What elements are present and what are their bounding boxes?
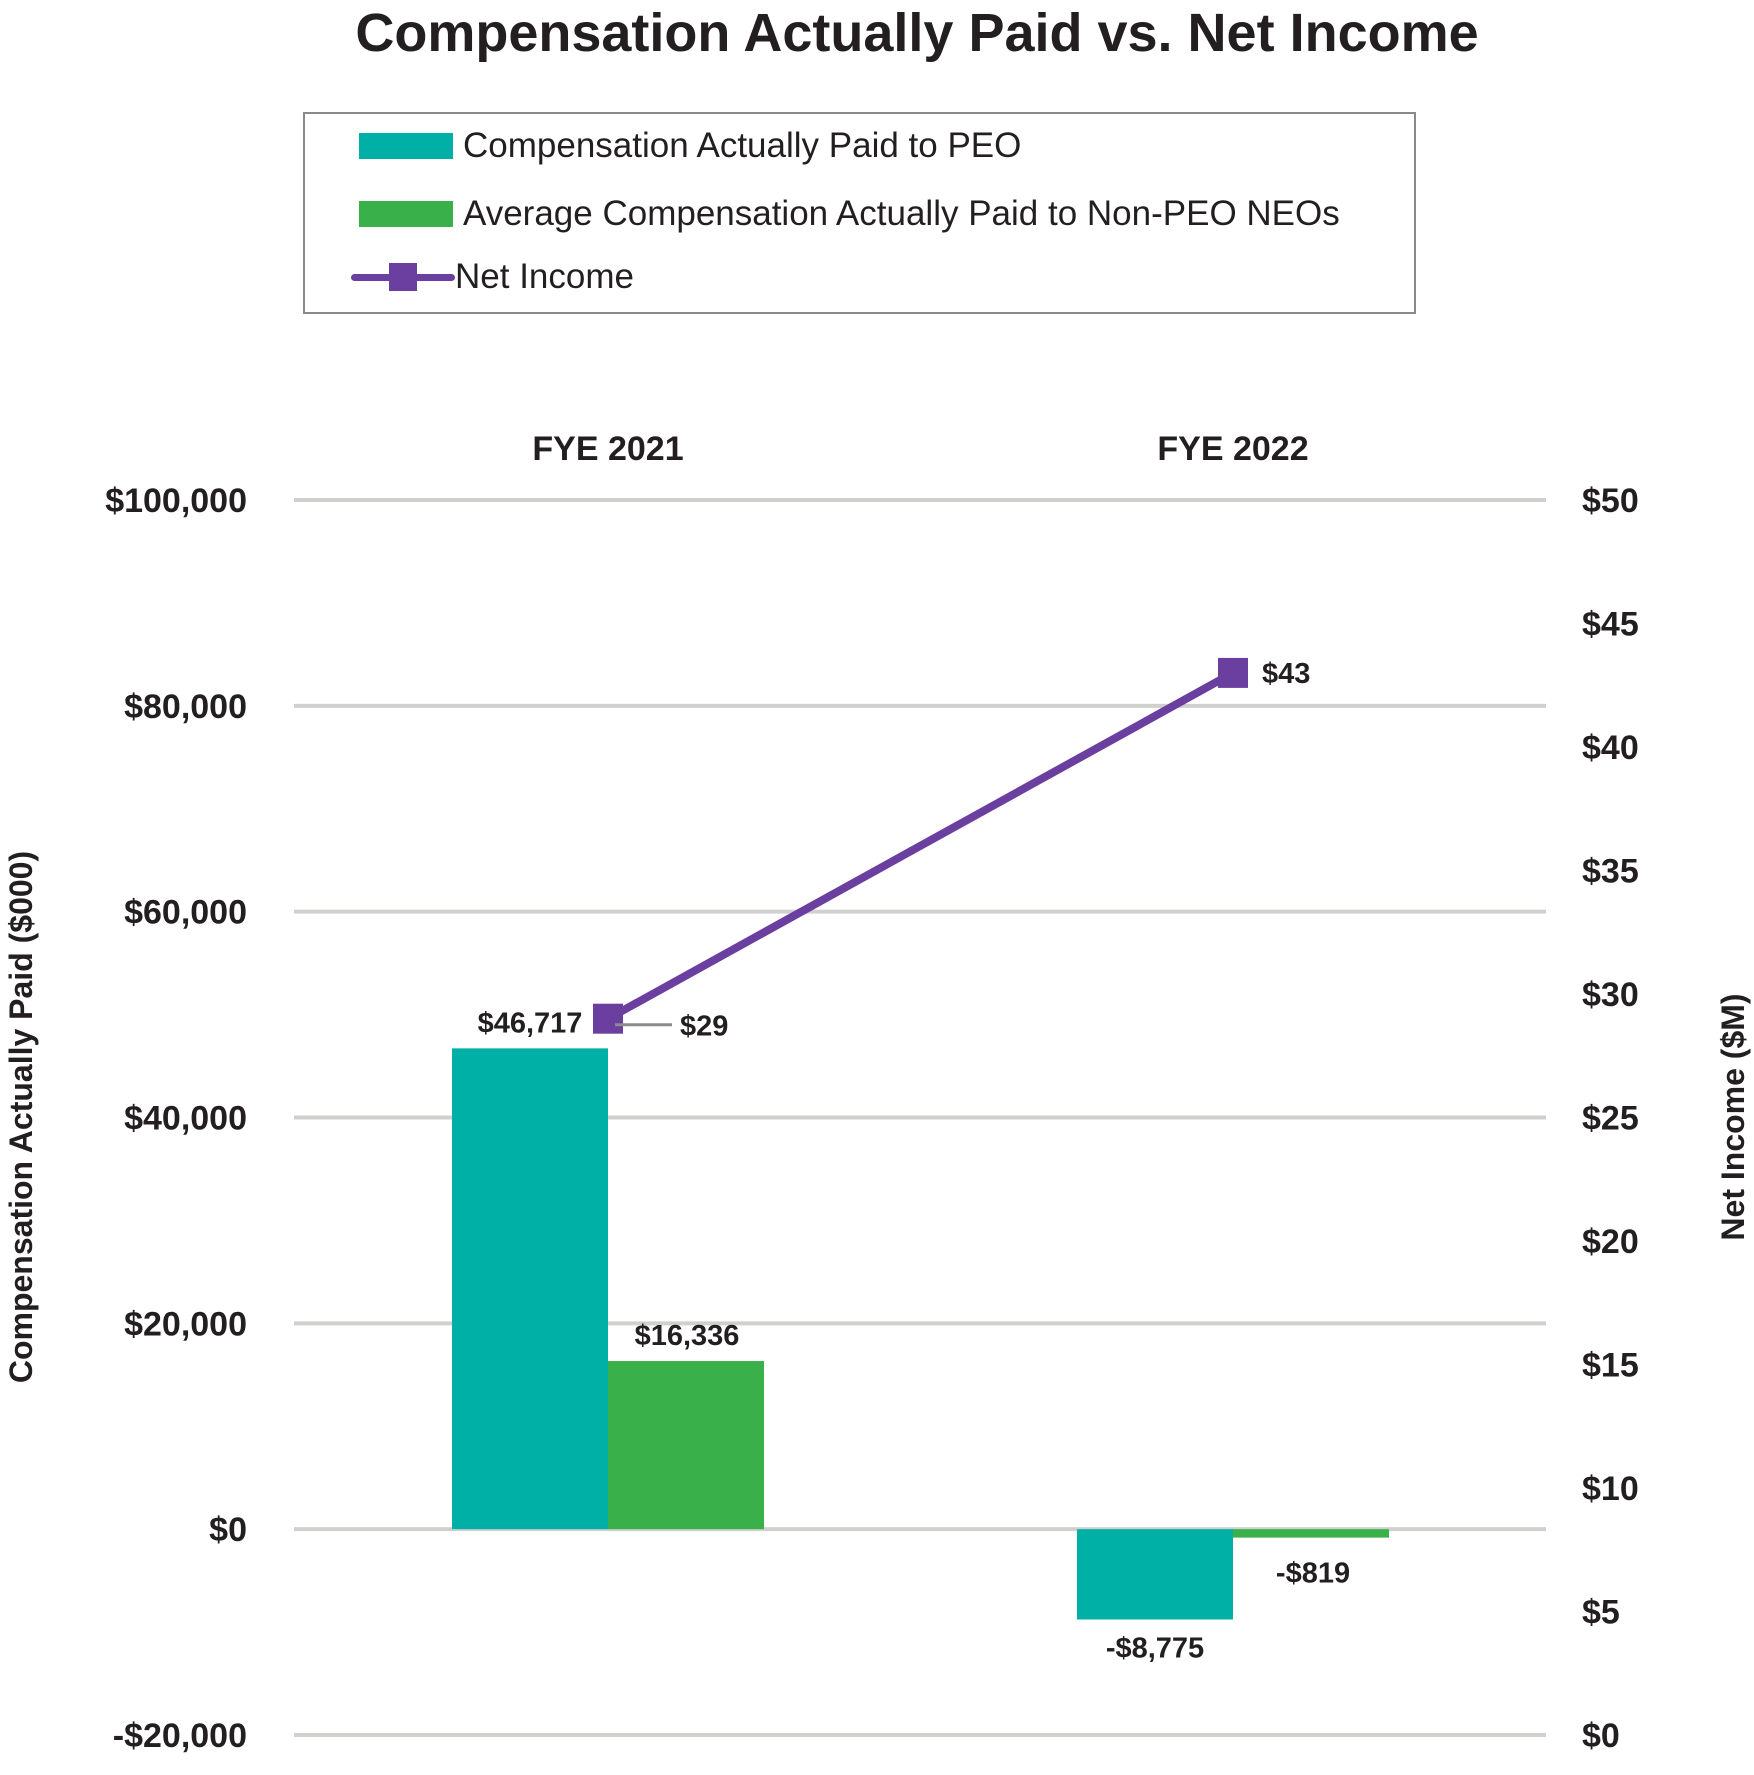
legend-swatch-peo: [359, 133, 453, 159]
legend-label-net-income: Net Income: [455, 257, 634, 296]
data-label: -$819: [1276, 1558, 1350, 1590]
y-tick-right: $35: [1582, 853, 1639, 891]
y-tick-right: $40: [1582, 729, 1639, 767]
marker-net-income: [1218, 657, 1248, 688]
y-tick-right: $15: [1582, 1347, 1639, 1385]
data-label: $43: [1262, 658, 1310, 690]
chart-title: Compensation Actually Paid vs. Net Incom…: [355, 3, 1479, 63]
y-tick-right: $5: [1582, 1594, 1620, 1632]
y-tick-left: -$20,000: [113, 1717, 247, 1755]
y-tick-left: $100,000: [105, 482, 247, 520]
legend-swatch-neo: [359, 201, 453, 227]
y-tick-left: $80,000: [124, 688, 247, 726]
category-label: FYE 2021: [532, 430, 683, 468]
y-tick-right: $45: [1582, 606, 1639, 644]
y-tick-right: $50: [1582, 482, 1639, 520]
bar-peo: [1077, 1529, 1233, 1620]
y-axis-label-left: Compensation Actually Paid ($000): [3, 851, 39, 1383]
marker-net-income: [593, 1003, 623, 1034]
data-label: $46,717: [478, 1007, 583, 1039]
legend-label-neo: Average Compensation Actually Paid to No…: [463, 194, 1340, 233]
bar-neo: [608, 1361, 764, 1530]
y-tick-right: $10: [1582, 1470, 1639, 1508]
legend-item-net-income: Net Income: [351, 257, 634, 297]
legend-item-neo: Average Compensation Actually Paid to No…: [359, 194, 1340, 234]
legend-item-peo: Compensation Actually Paid to PEO: [359, 126, 1021, 166]
y-axis-label-right: Net Income ($M): [1715, 993, 1751, 1240]
line-net-income: [606, 669, 1235, 1023]
data-label: -$8,775: [1106, 1632, 1204, 1664]
y-tick-left: $0: [209, 1511, 247, 1549]
bar-neo: [1233, 1529, 1389, 1538]
data-label: $16,336: [635, 1320, 740, 1352]
category-label: FYE 2022: [1157, 430, 1308, 468]
y-tick-right: $0: [1582, 1717, 1620, 1755]
data-label: $29: [680, 1011, 728, 1043]
y-tick-right: $20: [1582, 1223, 1639, 1261]
y-tick-left: $20,000: [124, 1305, 247, 1343]
legend-label-peo: Compensation Actually Paid to PEO: [463, 126, 1022, 165]
y-tick-right: $25: [1582, 1100, 1639, 1138]
y-tick-left: $60,000: [124, 894, 247, 932]
y-tick-left: $40,000: [124, 1100, 247, 1138]
legend: Compensation Actually Paid to PEO Averag…: [303, 112, 1416, 314]
legend-line-net-income: [351, 263, 455, 291]
bar-peo: [452, 1048, 608, 1530]
y-tick-right: $30: [1582, 976, 1639, 1014]
